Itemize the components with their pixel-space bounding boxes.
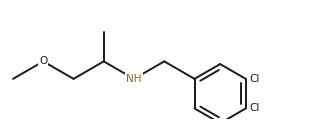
Text: NH: NH bbox=[126, 74, 142, 84]
Text: Cl: Cl bbox=[249, 103, 259, 113]
Text: Cl: Cl bbox=[249, 74, 259, 84]
Text: O: O bbox=[39, 56, 47, 66]
